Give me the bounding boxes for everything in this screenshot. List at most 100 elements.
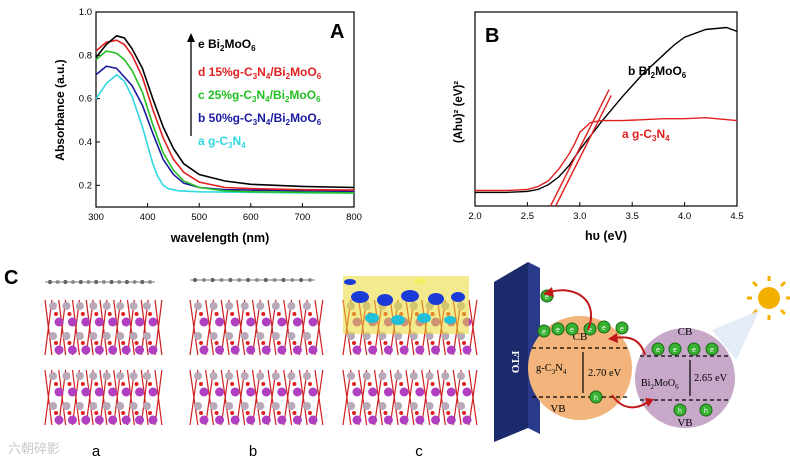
mo-atom [287, 302, 296, 310]
mo-atom [116, 302, 125, 310]
a-series-line [95, 50, 355, 194]
a-xtick-label: 700 [294, 212, 310, 223]
o-atom [292, 312, 297, 316]
o-atom [352, 382, 356, 386]
bi-atom [199, 317, 209, 327]
electron-symbol: e [692, 347, 696, 354]
o-atom [462, 411, 466, 415]
bi-atom [199, 345, 209, 355]
mo-atom [256, 332, 265, 340]
o-atom [276, 382, 281, 386]
bi-atom [277, 415, 287, 425]
o-atom [121, 411, 126, 415]
a-ytick-label: 0.8 [79, 50, 92, 61]
o-atom [352, 411, 356, 415]
electron-symbol: e [570, 327, 574, 334]
bi-atom [415, 387, 425, 397]
mo-atom [49, 372, 57, 380]
charge-density-region [343, 276, 469, 334]
charge-carriers: e e e e e e e e e e e h h h [537, 289, 719, 417]
o-atom [121, 341, 126, 345]
charge-density-blobs [344, 278, 465, 325]
mo-atom [62, 302, 71, 310]
b-xtick-label: 3.0 [573, 211, 586, 222]
bi-atom [246, 415, 256, 425]
a-ytick-label: 0.2 [79, 180, 92, 191]
bi-atom [462, 415, 472, 425]
label-b-bi2moo6: b Bi2MoO6 [628, 64, 687, 80]
bi-atom [148, 415, 158, 425]
hole-ball [699, 403, 713, 417]
mo-atom [75, 302, 84, 310]
o-atom [80, 312, 85, 316]
mo-atom [129, 302, 138, 310]
b-xtick-label: 4.5 [730, 211, 743, 222]
mo-atom [240, 402, 249, 410]
bi-atom [399, 387, 409, 397]
mo-atom [75, 372, 84, 380]
mo-atom [425, 402, 434, 410]
electron-ball [668, 342, 682, 356]
gcn-label: g-C3N4 [536, 363, 567, 376]
mo-atom [49, 302, 57, 310]
electron-transfer-arrow [549, 289, 593, 331]
o-atom [308, 411, 312, 415]
o-atom [199, 382, 203, 386]
mo-atom [116, 372, 125, 380]
bond [468, 299, 478, 356]
o-atom [446, 341, 451, 345]
mo-atom [394, 402, 403, 410]
mo-atom [240, 372, 249, 380]
bi-atom [148, 317, 158, 327]
o-atom [80, 341, 85, 345]
mo-atom [303, 332, 311, 340]
o-atom [80, 411, 85, 415]
electron-symbol: e [620, 326, 624, 333]
panel-a-ylabel: Absorbance (a.u.) [53, 59, 67, 160]
mo-atom [425, 372, 434, 380]
panel-c-label-b: b [249, 443, 257, 460]
sun-icon [742, 265, 790, 320]
mo-atom [271, 372, 280, 380]
bond [154, 369, 163, 426]
bi-atom [121, 345, 131, 355]
panel-c-label-c: c [415, 443, 423, 460]
o-atom [121, 312, 126, 316]
o-atom [399, 341, 404, 345]
o-atom [230, 312, 235, 316]
panel-a-xlabel: wavelength (nm) [170, 231, 270, 245]
bi-atom [352, 415, 362, 425]
o-atom [462, 382, 466, 386]
bi-atom [215, 317, 225, 327]
mo-atom [240, 302, 249, 310]
mo-atom [287, 402, 296, 410]
o-atom [80, 382, 85, 386]
mo-atom [209, 332, 218, 340]
mo-atom [209, 302, 218, 310]
mo-atom [102, 402, 111, 410]
panel-c-letter: C [4, 267, 18, 289]
o-atom [399, 382, 404, 386]
o-atom [414, 382, 419, 386]
electron-symbol: e [656, 347, 660, 354]
panel-c-structures: C a b c [4, 267, 478, 460]
o-atom [430, 411, 435, 415]
b-xtick-label: 3.5 [626, 211, 639, 222]
o-atom [446, 411, 451, 415]
bi-atom [277, 345, 287, 355]
legend-c: c 25%g-C3N4/Bi2MoO6 [198, 88, 321, 104]
o-atom [199, 312, 203, 316]
o-atom [67, 411, 72, 415]
bi-atom [94, 387, 104, 397]
mo-atom [194, 402, 202, 410]
bi-atom [368, 415, 378, 425]
o-atom [54, 382, 58, 386]
o-atom [430, 382, 435, 386]
hole-symbol: h [704, 408, 708, 415]
mo-atom [89, 402, 98, 410]
a-ytick-label: 1.0 [79, 7, 92, 18]
electron-symbol: e [602, 325, 606, 332]
o-atom [214, 382, 219, 386]
electron-ball [537, 324, 551, 338]
o-atom [107, 382, 112, 386]
